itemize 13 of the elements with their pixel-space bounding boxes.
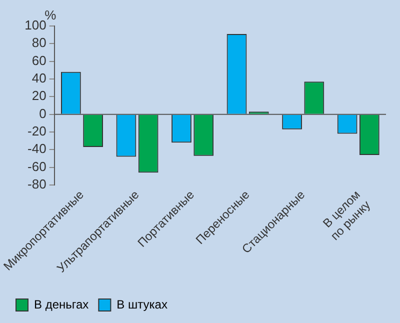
y-tick-label: 40 [32,70,46,86]
y-tick-label: 80 [32,35,46,50]
y-axis-title: % [44,8,57,23]
y-tick-label: -40 [28,141,46,156]
legend-label: В деньгах [34,297,89,312]
y-tick-label: 0 [39,106,46,121]
legend-label: В штуках [116,297,168,312]
y-tick-label: -60 [28,158,46,174]
y-tick-label: 100 [24,18,46,33]
y-tick-label: -80 [28,176,46,192]
y-tick-label: 60 [32,52,46,68]
y-tick-label: 20 [32,88,46,104]
y-tick-label: -20 [28,124,46,139]
